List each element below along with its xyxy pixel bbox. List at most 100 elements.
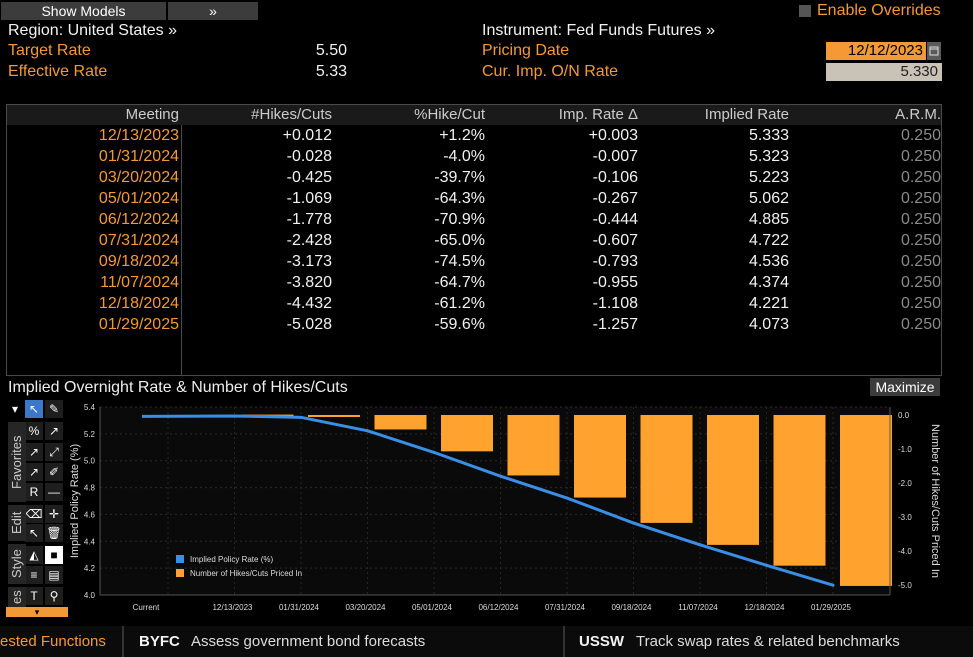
- byfc-function-code[interactable]: BYFC: [139, 633, 180, 650]
- line-point[interactable]: [831, 583, 835, 587]
- maximize-button[interactable]: Maximize: [870, 378, 940, 396]
- fill-color-icon[interactable]: ■: [45, 546, 63, 564]
- sidebar-collapse-button[interactable]: ▾: [6, 607, 68, 617]
- header-arm[interactable]: A.R.M.: [895, 106, 941, 123]
- line-point[interactable]: [299, 415, 303, 419]
- bar[interactable]: [374, 415, 427, 430]
- imp-rate-delta-value: -0.007: [592, 148, 638, 165]
- hikes-cuts-value: -1.069: [286, 190, 332, 207]
- arm-value: 0.250: [900, 316, 941, 333]
- line-point[interactable]: [233, 414, 236, 418]
- chevron-expand-button[interactable]: »: [168, 2, 258, 20]
- trash-icon[interactable]: 🗑: [45, 524, 63, 542]
- bar[interactable]: [574, 415, 626, 498]
- tab-edit[interactable]: Edit: [8, 505, 26, 541]
- implied-rate-chart[interactable]: 5.4 5.2 5.0 4.8 4.6 4.4 4.2 4.0 0.0 -1.0 -2.0 -3.0 -…: [64, 397, 942, 619]
- eraser-icon[interactable]: ⌫: [25, 505, 43, 523]
- bar[interactable]: [840, 415, 892, 586]
- y-tick-left: 5.4: [84, 403, 96, 412]
- table-row[interactable]: 09/18/2024 -3.173 -74.5% -0.793 4.536 0.250: [7, 251, 941, 272]
- ussw-function-code[interactable]: USSW: [579, 633, 624, 650]
- instrument-selector[interactable]: Instrument: Fed Funds Futures »: [482, 22, 715, 39]
- line-point[interactable]: [765, 563, 768, 567]
- line-point[interactable]: [565, 496, 569, 500]
- diagonal-line-icon[interactable]: ↗: [25, 463, 43, 481]
- header-imp-rate-delta[interactable]: Imp. Rate Δ: [558, 106, 638, 123]
- table-row[interactable]: 12/13/2023 +0.012 +1.2% +0.003 5.333 0.250: [7, 125, 941, 146]
- color-picker-icon[interactable]: ◭: [25, 546, 43, 564]
- bottom-divider: [563, 626, 565, 657]
- line-point[interactable]: [432, 450, 436, 454]
- text-size-icon[interactable]: T: [25, 587, 43, 605]
- enable-overrides-label[interactable]: Enable Overrides: [817, 2, 941, 19]
- draw-line-icon[interactable]: ✎: [45, 400, 63, 418]
- line-point[interactable]: [366, 429, 369, 433]
- table-row[interactable]: 03/20/2024 -0.425 -39.7% -0.106 5.223 0.250: [7, 167, 941, 188]
- meeting-date: 01/29/2025: [98, 316, 179, 333]
- meeting-date: 01/31/2024: [98, 148, 179, 165]
- header-implied-rate[interactable]: Implied Rate: [704, 106, 789, 123]
- line-point[interactable]: [499, 474, 502, 478]
- byfc-function-desc[interactable]: Assess government bond forecasts: [191, 633, 426, 650]
- header-hikes-cuts[interactable]: #Hikes/Cuts: [251, 106, 332, 123]
- bar[interactable]: [308, 415, 360, 417]
- pen-icon[interactable]: ✐: [45, 463, 63, 481]
- ray-icon[interactable]: ⤢: [45, 443, 63, 461]
- meetings-table: Meeting #Hikes/Cuts %Hike/Cut Imp. Rate …: [6, 104, 942, 376]
- crosshair-icon[interactable]: ✛: [45, 505, 63, 523]
- line-point[interactable]: [166, 414, 170, 418]
- table-row[interactable]: 11/07/2024 -3.820 -64.7% -0.955 4.374 0.250: [7, 272, 941, 293]
- line-style-icon[interactable]: ≡: [25, 566, 43, 584]
- line-weight-icon[interactable]: ▤: [45, 566, 63, 584]
- imp-rate-delta-value: -1.257: [592, 316, 638, 333]
- imp-rate-delta-value: -1.108: [592, 295, 638, 312]
- table-row[interactable]: 05/01/2024 -1.069 -64.3% -0.267 5.062 0.250: [7, 188, 941, 209]
- bar[interactable]: [640, 415, 693, 523]
- table-row[interactable]: 06/12/2024 -1.778 -70.9% -0.444 4.885 0.250: [7, 209, 941, 230]
- suggested-functions-label[interactable]: ested Functions: [0, 633, 106, 650]
- y-tick-left: 5.2: [84, 430, 96, 439]
- x-tick: 11/07/2024: [678, 603, 718, 612]
- x-tick: 03/20/2024: [345, 603, 386, 612]
- region-selector[interactable]: Region: United States »: [8, 22, 177, 39]
- y-tick-right: -4.0: [898, 547, 912, 556]
- pricing-date-input[interactable]: 12/12/2023: [826, 42, 926, 60]
- hikes-cuts-value: -4.432: [286, 295, 332, 312]
- hikes-cuts-value: -0.028: [286, 148, 332, 165]
- tab-style[interactable]: Style: [8, 544, 26, 584]
- tab-favorites[interactable]: Favorites: [8, 422, 26, 502]
- bar[interactable]: [707, 415, 759, 545]
- table-row[interactable]: 12/18/2024 -4.432 -61.2% -1.108 4.221 0.250: [7, 293, 941, 314]
- cur-imp-rate-input[interactable]: 5.330: [826, 63, 942, 81]
- bar[interactable]: [441, 415, 493, 452]
- arm-value: 0.250: [900, 169, 941, 186]
- pin-icon[interactable]: ⚲: [45, 587, 63, 605]
- trend-line-icon[interactable]: ↗: [45, 422, 63, 440]
- line-point[interactable]: [632, 521, 635, 525]
- pointer-icon[interactable]: ↖: [25, 400, 43, 418]
- dropdown-arrow-icon[interactable]: ▾: [6, 400, 24, 418]
- table-row[interactable]: 07/31/2024 -2.428 -65.0% -0.607 4.722 0.250: [7, 230, 941, 251]
- meeting-date: 07/31/2024: [98, 232, 179, 249]
- implied-rate-value: 5.323: [748, 148, 789, 165]
- text-tool-icon[interactable]: R: [25, 483, 43, 501]
- x-tick: 06/12/2024: [478, 603, 519, 612]
- bottom-divider: [122, 626, 124, 657]
- bar[interactable]: [773, 415, 826, 566]
- tab-features[interactable]: es: [8, 587, 26, 607]
- line-point[interactable]: [698, 543, 702, 547]
- header-pct-hike-cut[interactable]: %Hike/Cut: [414, 106, 485, 123]
- show-models-button[interactable]: Show Models: [1, 2, 166, 20]
- table-row[interactable]: 01/31/2024 -0.028 -4.0% -0.007 5.323 0.250: [7, 146, 941, 167]
- bar[interactable]: [507, 415, 560, 476]
- header-meeting[interactable]: Meeting: [125, 106, 179, 123]
- ussw-function-desc[interactable]: Track swap rates & related benchmarks: [636, 633, 900, 650]
- horizontal-line-icon[interactable]: —: [45, 483, 63, 501]
- hikes-cuts-value: -0.425: [286, 169, 332, 186]
- arrow-line-icon[interactable]: ↗: [25, 443, 43, 461]
- cursor-select-icon[interactable]: ↖: [25, 524, 43, 542]
- calendar-icon[interactable]: [927, 42, 941, 60]
- enable-overrides-checkbox[interactable]: [799, 5, 811, 17]
- table-row[interactable]: 01/29/2025 -5.028 -59.6% -1.257 4.073 0.250: [7, 314, 941, 335]
- percent-icon[interactable]: %: [25, 422, 43, 440]
